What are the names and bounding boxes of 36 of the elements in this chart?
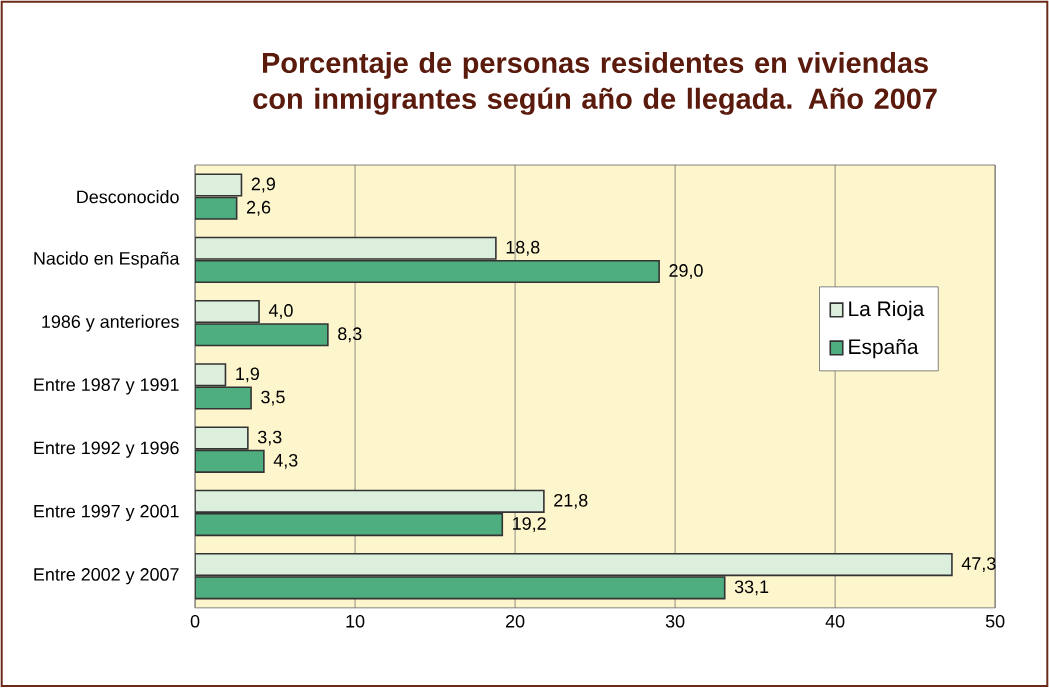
data-label: 2,6	[247, 200, 271, 216]
bar	[195, 300, 260, 324]
data-label: 8,3	[338, 327, 362, 343]
data-label: 4,0	[268, 304, 293, 320]
data-label: 33,1	[734, 580, 769, 596]
data-label: 47,3	[961, 557, 996, 573]
data-label: 29,0	[669, 264, 703, 280]
bar	[195, 489, 545, 513]
x-tick-label: 0	[190, 614, 200, 628]
bar	[195, 553, 953, 577]
data-label: 1,9	[236, 367, 259, 383]
x-tick-label: 40	[825, 614, 845, 628]
y-tick-label: Nacido en España	[34, 251, 180, 269]
data-label: 18,8	[506, 240, 540, 256]
x-tick-label: 10	[346, 614, 365, 628]
bar	[195, 236, 497, 260]
x-tick-label: 30	[665, 614, 685, 628]
y-tick-label: Entre 1987 y 1991	[34, 378, 179, 395]
y-tick-label: Desconocido	[77, 190, 179, 204]
legend-label: La Rioja	[849, 300, 925, 321]
chart-title: Porcentaje de personas residentes en viviendas con inmigrantes según año de llegada. Año 2007	[253, 51, 937, 115]
x-tick-label: 50	[985, 614, 1005, 628]
bar	[195, 173, 243, 197]
x-tick-label: 20	[506, 614, 525, 628]
legend-label: España	[849, 339, 919, 359]
data-label: 3,5	[261, 390, 285, 406]
y-tick-label: Entre 2002 y 2007	[34, 568, 179, 585]
data-label: 21,8	[554, 494, 588, 509]
data-label: 3,3	[257, 430, 282, 446]
y-tick-label: Entre 1997 y 2001	[34, 504, 179, 522]
data-label: 19,2	[513, 517, 546, 533]
bar	[195, 426, 249, 450]
data-label: 4,3	[273, 453, 298, 469]
data-label: 2,9	[251, 177, 275, 193]
y-tick-label: 1986 y anteriores	[42, 314, 179, 332]
y-tick-label: Entre 1992 y 1996	[34, 441, 179, 458]
